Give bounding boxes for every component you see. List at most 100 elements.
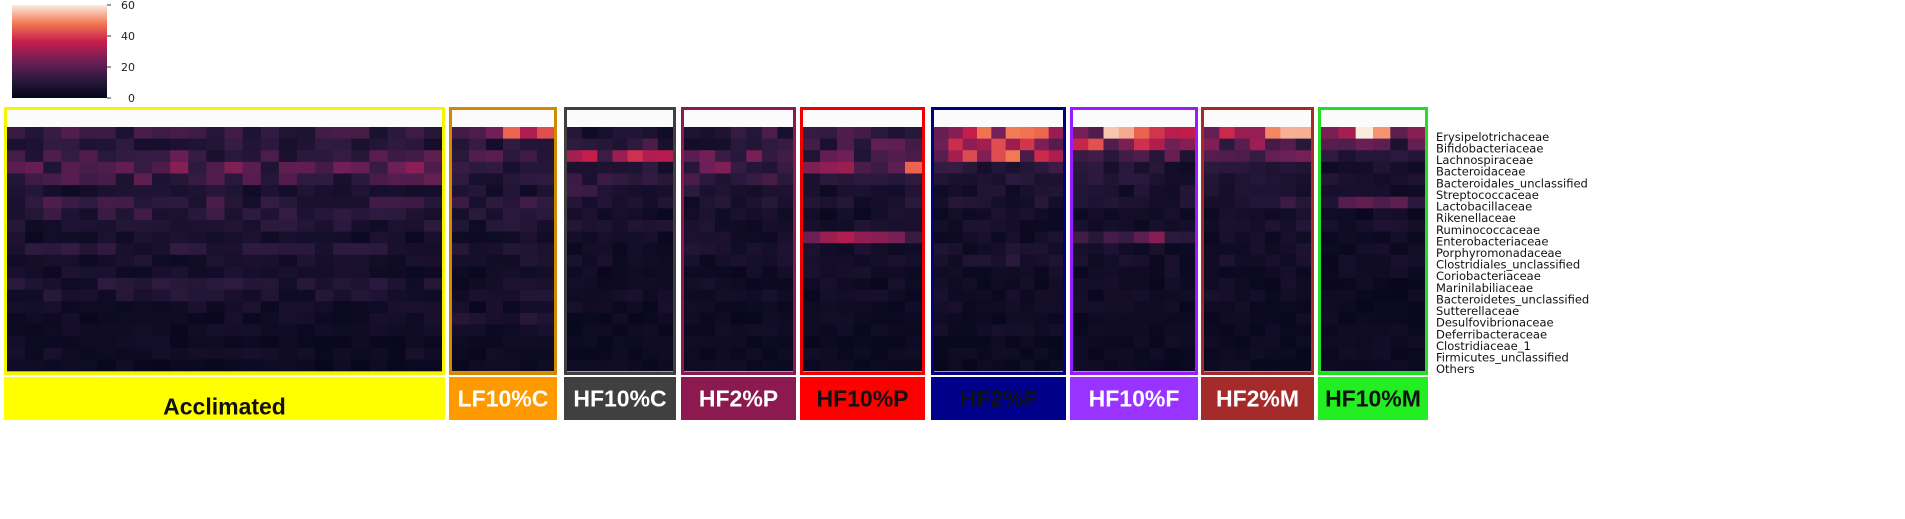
heatmap-cell bbox=[905, 231, 923, 244]
heatmap-cell bbox=[423, 127, 443, 140]
heatmap-cell bbox=[1280, 301, 1297, 314]
heatmap-cell bbox=[405, 185, 425, 198]
heatmap-cell bbox=[567, 347, 583, 360]
heatmap-cell bbox=[627, 127, 644, 140]
heatmap-cell bbox=[962, 196, 978, 209]
heatmap-cell bbox=[777, 243, 794, 256]
heatmap-cell bbox=[1249, 266, 1266, 279]
heatmap-cell bbox=[152, 138, 171, 151]
heatmap-cell bbox=[1280, 161, 1297, 174]
heatmap-cell bbox=[224, 173, 244, 186]
heatmap-cell bbox=[888, 219, 906, 232]
heatmap-cell bbox=[469, 231, 487, 244]
heatmap-cell bbox=[1338, 289, 1357, 302]
heatmap-cell bbox=[486, 289, 504, 302]
heatmap-cell bbox=[1204, 359, 1220, 372]
heatmap-cell bbox=[1234, 196, 1251, 209]
heatmap-cell bbox=[242, 138, 262, 151]
heatmap-cell bbox=[837, 243, 855, 256]
heatmap-cell bbox=[97, 208, 117, 221]
heatmap-cell bbox=[1390, 312, 1409, 325]
heatmap-cell bbox=[1338, 359, 1357, 372]
heatmap-cell bbox=[777, 161, 794, 174]
heatmap-cell bbox=[43, 127, 62, 140]
heatmap-cell bbox=[777, 173, 794, 186]
heatmap-cell bbox=[642, 127, 659, 140]
heatmap-cell bbox=[1373, 336, 1391, 349]
heatmap-cell bbox=[133, 289, 153, 302]
heatmap-cell bbox=[567, 278, 583, 291]
heatmap-cell bbox=[1149, 161, 1165, 174]
heatmap-cell bbox=[991, 278, 1007, 291]
heatmap-cell bbox=[369, 196, 389, 209]
heatmap-cell bbox=[224, 196, 244, 209]
heatmap-cell bbox=[730, 243, 747, 256]
heatmap-cell bbox=[452, 301, 470, 314]
heatmap-cell bbox=[1005, 336, 1021, 349]
heatmap-cell bbox=[405, 127, 425, 140]
heatmap-cell bbox=[79, 185, 99, 198]
heatmap-cell bbox=[1073, 324, 1089, 337]
heatmap-cell bbox=[297, 185, 316, 198]
heatmap-cell bbox=[333, 161, 352, 174]
heatmap-cell bbox=[1134, 196, 1150, 209]
row-label: Porphyromonadaceae bbox=[1436, 246, 1562, 260]
heatmap-cell bbox=[730, 289, 747, 302]
heatmap-cell bbox=[297, 138, 316, 151]
heatmap-cell bbox=[7, 185, 26, 198]
heatmap-cell bbox=[315, 138, 334, 151]
heatmap-cell bbox=[837, 347, 855, 360]
heatmap-cell bbox=[777, 127, 794, 140]
heatmap-cell bbox=[7, 208, 26, 221]
heatmap-cell bbox=[627, 138, 644, 151]
heatmap-cell bbox=[1179, 347, 1196, 360]
heatmap-cell bbox=[206, 231, 225, 244]
heatmap-cell bbox=[297, 347, 316, 360]
heatmap-cell bbox=[567, 231, 583, 244]
row-label: Desulfovibrionaceae bbox=[1436, 316, 1554, 330]
heatmap-cell bbox=[934, 219, 949, 232]
heatmap-cell bbox=[1034, 150, 1050, 163]
heatmap-cell bbox=[369, 254, 389, 267]
heatmap-cell bbox=[405, 219, 425, 232]
heatmap-cell bbox=[1088, 243, 1104, 256]
heatmap-cell bbox=[469, 359, 487, 372]
heatmap-cell bbox=[1034, 278, 1050, 291]
heatmap-cell bbox=[803, 289, 821, 302]
heatmap-cell bbox=[746, 138, 763, 151]
heatmap-cell bbox=[854, 138, 872, 151]
heatmap-cell bbox=[486, 173, 504, 186]
heatmap-cell bbox=[1280, 219, 1297, 232]
heatmap-cell bbox=[469, 219, 487, 232]
heatmap-cell bbox=[503, 266, 521, 279]
heatmap-cell bbox=[612, 359, 628, 372]
heatmap-cell bbox=[423, 359, 443, 372]
group-label: HF2%F bbox=[960, 386, 1038, 412]
heatmap-cell bbox=[351, 185, 370, 198]
heatmap-cell bbox=[657, 254, 674, 267]
heatmap-cell bbox=[962, 208, 978, 221]
heatmap-cell bbox=[503, 173, 521, 186]
heatmap-cell bbox=[684, 254, 700, 267]
heatmap-cell bbox=[1034, 231, 1050, 244]
heatmap-cell bbox=[115, 150, 135, 163]
heatmap-cell bbox=[486, 231, 504, 244]
heatmap-cell bbox=[730, 231, 747, 244]
heatmap-cell bbox=[224, 336, 244, 349]
heatmap-cell bbox=[278, 127, 298, 140]
heatmap-cell bbox=[803, 324, 821, 337]
heatmap-cell bbox=[1034, 312, 1050, 325]
heatmap-cell bbox=[991, 266, 1007, 279]
heatmap-cell bbox=[43, 347, 62, 360]
heatmap-cell bbox=[871, 161, 889, 174]
heatmap-cell bbox=[1164, 301, 1181, 314]
heatmap-cell bbox=[423, 208, 443, 221]
heatmap-cell bbox=[567, 219, 583, 232]
heatmap-cell bbox=[1204, 312, 1220, 325]
heatmap-cell bbox=[820, 278, 838, 291]
heatmap-cell bbox=[1048, 138, 1064, 151]
heatmap-cell bbox=[582, 254, 598, 267]
heatmap-cell bbox=[871, 312, 889, 325]
heatmap-cell bbox=[469, 312, 487, 325]
heatmap-cell bbox=[1338, 347, 1357, 360]
